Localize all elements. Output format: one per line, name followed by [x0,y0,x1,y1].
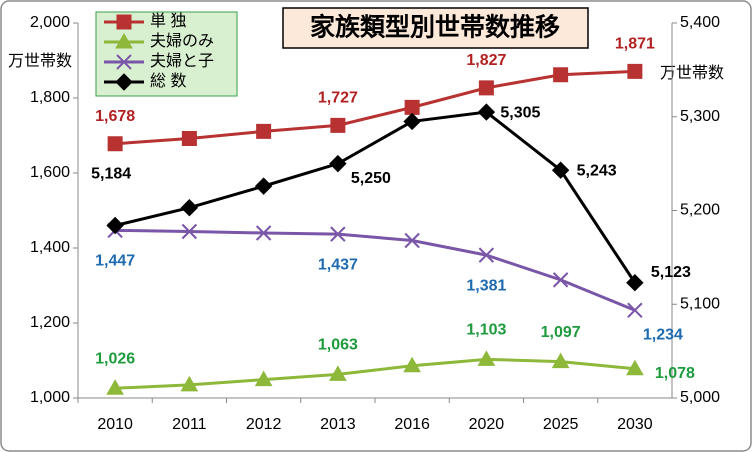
title-box [282,7,589,49]
marker [478,247,495,263]
marker [626,359,644,376]
marker [329,154,347,173]
marker [181,131,197,146]
value-label: 1,727 [318,90,358,107]
x-tick-label: 2010 [97,416,133,433]
y-tick-label: 2,000 [30,14,70,31]
marker [551,161,570,179]
y-tick-label: 1,200 [30,314,70,331]
legend-marker [116,14,132,30]
marker [404,99,420,115]
value-label: 1,827 [466,52,506,69]
x-tick-label: 2016 [394,416,430,433]
value-label: 1,103 [466,322,506,339]
legend-marker [115,73,133,91]
y-tick-label: 1,400 [30,239,70,256]
value-label: 5,123 [651,264,691,281]
value-label: 5,243 [577,162,617,179]
legend-marker [115,32,133,49]
value-label: 1,097 [541,324,581,341]
marker [626,273,644,292]
value-label: 1,026 [95,350,135,367]
y2-tick-label: 5,300 [680,108,720,125]
marker [106,216,124,235]
value-label: 1,871 [615,36,655,53]
y2-tick-label: 5,200 [680,202,720,219]
value-label: 1,678 [95,108,135,125]
x-tick-label: 2011 [172,416,207,433]
marker [254,177,273,195]
x-tick-label: 2020 [469,416,505,433]
legend-label: 総 数 [150,72,186,90]
marker [551,352,570,369]
y2-tick-label: 5,100 [680,295,720,312]
y2-tick-label: 5,400 [680,14,720,31]
x-tick-label: 2013 [320,416,356,433]
value-label: 1,437 [318,256,358,273]
value-label: 1,078 [655,365,695,382]
x-tick-label: 2025 [543,416,579,433]
marker [478,80,494,96]
marker [330,226,346,242]
marker [477,103,496,121]
marker [180,375,199,392]
series-line [114,110,637,284]
marker [255,225,272,241]
y-tick-label: 1,600 [30,164,70,181]
y-tick-label: 1,000 [30,389,70,406]
value-label: 1,447 [95,253,135,270]
marker [254,370,273,387]
marker [181,223,198,240]
legend-label: 夫婦のみ [150,32,214,50]
y-axis-label: 万世帯数 [8,52,72,70]
y-tick-label: 1,800 [30,89,70,106]
marker [106,379,124,395]
marker [552,272,569,288]
marker [403,356,421,373]
value-label: 1,234 [643,326,683,343]
y2-axis-label: 万世帯数 [660,64,724,82]
marker [477,350,496,366]
value-label: 1,381 [466,277,506,294]
series-line [115,228,636,312]
marker [553,67,569,83]
marker [627,63,643,79]
marker [627,302,643,318]
marker [403,112,421,131]
x-tick-label: 2012 [246,416,282,433]
value-label: 5,305 [500,104,540,121]
marker [256,123,272,139]
series-line [115,69,635,146]
legend-marker [116,54,132,70]
y2-tick-label: 5,000 [680,389,720,406]
series-line [115,357,636,390]
value-label: 5,184 [91,166,131,183]
legend-label: 単 独 [150,12,186,30]
marker [330,117,346,133]
marker [180,198,199,217]
legend-label: 夫婦と子 [150,52,214,70]
marker [404,232,420,249]
marker [329,365,347,381]
chart-title: 家族類型別世帯数推移 [310,13,560,42]
marker [107,136,123,152]
value-label: 1,063 [318,337,358,354]
value-label: 5,250 [351,170,391,187]
x-tick-label: 2030 [617,416,653,433]
